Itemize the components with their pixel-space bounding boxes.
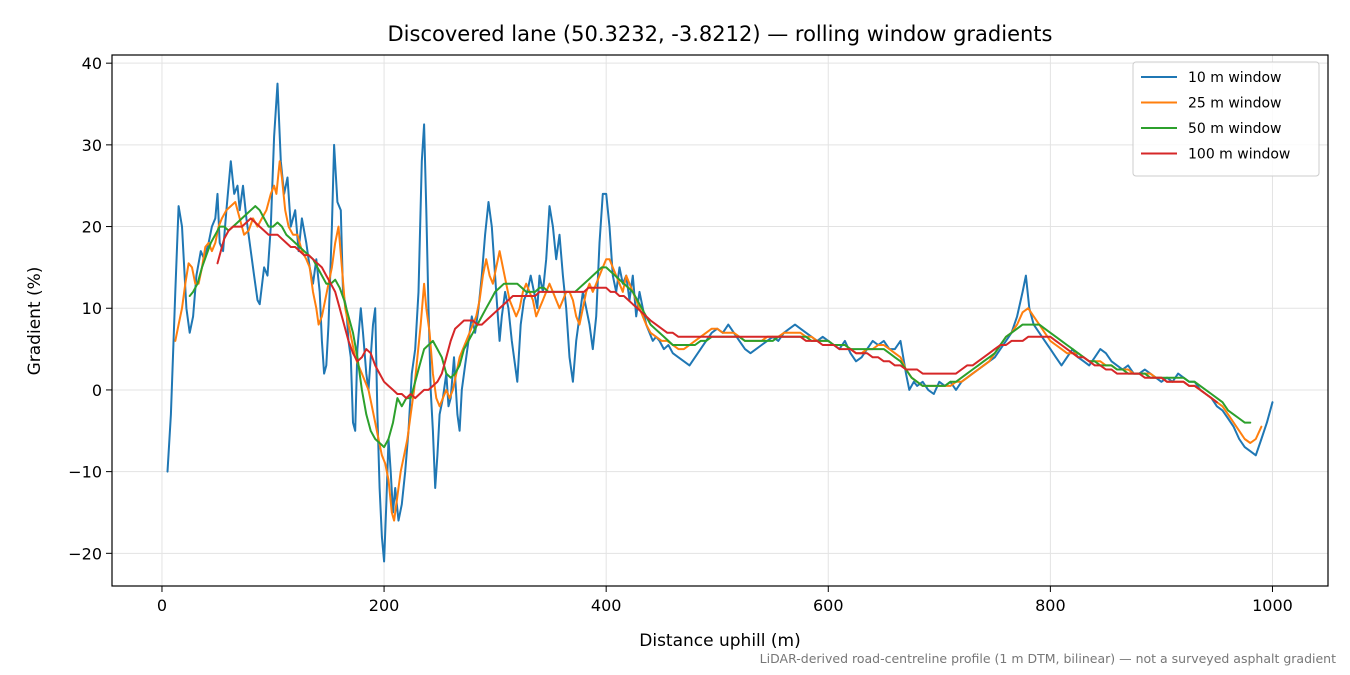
x-axis-ticks: 0 200 400 600 800 1000 — [157, 586, 1293, 615]
y-tick-label: −10 — [68, 463, 102, 482]
x-tick-label: 400 — [591, 596, 622, 615]
series-line-1 — [166, 82, 1274, 563]
legend: 10 m window 25 m window 50 m window 100 m w… — [1132, 61, 1320, 177]
x-tick-label: 0 — [157, 596, 167, 615]
y-axis-label: Gradient (%) — [25, 267, 45, 376]
legend-label: 25 m window — [1188, 96, 1281, 112]
legend-label: 50 m window — [1188, 121, 1281, 137]
x-tick-label: 200 — [369, 596, 400, 615]
x-tick-label: 600 — [813, 596, 844, 615]
y-axis-ticks: −20 −10 0 10 20 30 40 — [68, 54, 112, 563]
series-line-4 — [216, 217, 1218, 404]
legend-label: 100 m window — [1188, 147, 1290, 163]
plot-frame — [111, 54, 1329, 587]
series-line-2 — [174, 160, 1263, 522]
legend-box — [1132, 61, 1320, 177]
y-tick-label: −20 — [68, 544, 102, 563]
x-tick-label: 800 — [1035, 596, 1066, 615]
legend-label: 10 m window — [1188, 70, 1281, 86]
y-tick-label: 20 — [82, 218, 102, 237]
x-tick-label: 1000 — [1252, 596, 1293, 615]
y-tick-label: 10 — [82, 299, 102, 318]
x-axis-label: Distance uphill (m) — [639, 631, 800, 651]
y-tick-label: 40 — [82, 54, 102, 73]
y-tick-label: 0 — [92, 381, 102, 400]
footer-note: LiDAR-derived road-centreline profile (1… — [759, 651, 1336, 666]
series-lines — [166, 82, 1274, 563]
chart-title: Discovered lane (50.3232, -3.8212) — rol… — [388, 22, 1053, 46]
series-line-3 — [188, 205, 1252, 449]
y-tick-label: 30 — [82, 136, 102, 155]
